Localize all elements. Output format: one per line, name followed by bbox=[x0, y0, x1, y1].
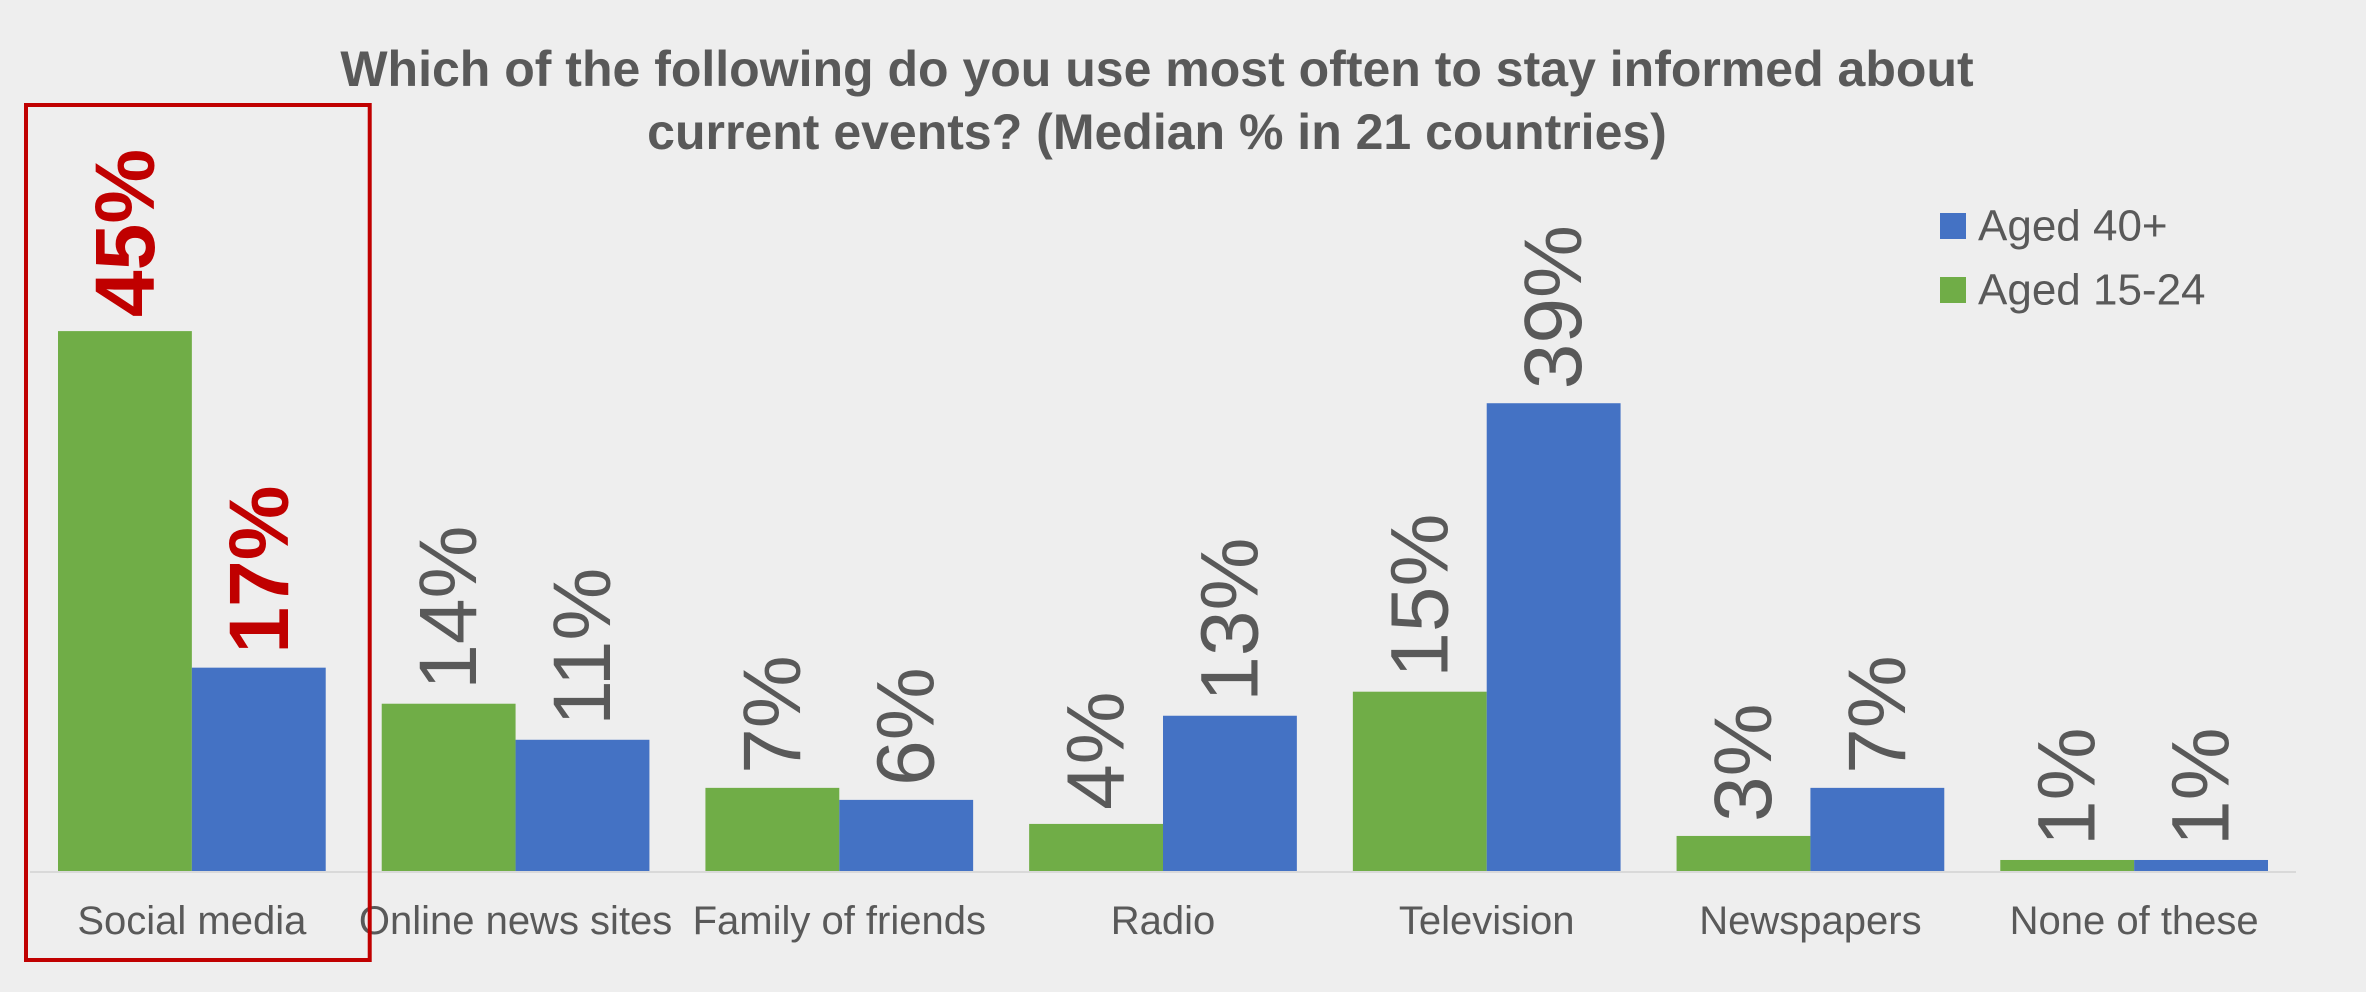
data-label-online-news-sites-aged-15-24: 14% bbox=[403, 526, 494, 690]
data-label-social-media-aged-15-24: 45% bbox=[78, 149, 172, 317]
bar-family-of-friends-aged-15-24 bbox=[705, 787, 840, 872]
data-label-family-of-friends-aged-15-24: 7% bbox=[727, 655, 818, 774]
legend-label-aged-40-: Aged 40+ bbox=[1978, 202, 2168, 251]
x-axis: Social media Online news sites Family of f… bbox=[30, 871, 2296, 943]
data-label-online-news-sites-aged-40-: 11% bbox=[537, 568, 628, 726]
highlight-box bbox=[24, 103, 372, 962]
chart-title-line-1: Which of the following do you use most o… bbox=[340, 41, 1974, 97]
data-label-none-of-these-aged-15-24: 1% bbox=[2022, 727, 2113, 846]
legend: Aged 40+ Aged 15-24 bbox=[1940, 202, 2206, 315]
bar-social-media-aged-40- bbox=[191, 667, 326, 872]
data-labels-group: 45% 17% 14% 11% 7% 6% 4% 13% 15% 39% 3% 7% 1% 1% bbox=[78, 149, 2247, 846]
data-label-newspapers-aged-15-24: 3% bbox=[1698, 703, 1789, 822]
data-label-none-of-these-aged-40-: 1% bbox=[2156, 727, 2247, 846]
bar-online-news-sites-aged-40- bbox=[515, 739, 650, 872]
bar-online-news-sites-aged-15-24 bbox=[381, 703, 516, 872]
legend-swatch-aged-40- bbox=[1940, 213, 1966, 239]
x-tick-label-online-news-sites: Online news sites bbox=[359, 899, 672, 943]
bar-newspapers-aged-40- bbox=[1810, 787, 1945, 872]
data-label-television-aged-40-: 39% bbox=[1508, 225, 1599, 389]
x-tick-label-social-media: Social media bbox=[77, 899, 307, 943]
bar-none-of-these-aged-15-24 bbox=[2000, 859, 2135, 872]
highlight-group bbox=[24, 103, 372, 962]
data-label-radio-aged-15-24: 4% bbox=[1051, 691, 1142, 810]
chart-title-line-2: current events? (Median % in 21 countrie… bbox=[647, 104, 1667, 160]
data-label-newspapers-aged-40-: 7% bbox=[1832, 655, 1923, 774]
x-tick-label-family-of-friends: Family of friends bbox=[693, 899, 986, 943]
data-label-family-of-friends-aged-40-: 6% bbox=[861, 667, 952, 786]
x-tick-label-newspapers: Newspapers bbox=[1699, 899, 1921, 943]
bar-radio-aged-15-24 bbox=[1029, 823, 1163, 872]
data-label-radio-aged-40-: 13% bbox=[1184, 538, 1275, 702]
bar-television-aged-40- bbox=[1486, 403, 1621, 872]
x-tick-label-radio: Radio bbox=[1111, 899, 1216, 943]
bar-newspapers-aged-15-24 bbox=[1676, 835, 1811, 872]
bar-none-of-these-aged-40- bbox=[2134, 859, 2268, 872]
x-tick-label-television: Television bbox=[1399, 899, 1575, 943]
bar-social-media-aged-15-24 bbox=[58, 331, 192, 873]
legend-swatch-aged-15-24 bbox=[1940, 277, 1966, 303]
data-label-social-media-aged-40-: 17% bbox=[212, 486, 306, 654]
x-tick-label-none-of-these: None of these bbox=[2010, 899, 2259, 943]
bar-television-aged-15-24 bbox=[1352, 691, 1487, 872]
bars-group bbox=[58, 331, 2268, 873]
data-label-television-aged-15-24: 15% bbox=[1374, 514, 1465, 678]
bar-radio-aged-40- bbox=[1163, 715, 1297, 872]
legend-label-aged-15-24: Aged 15-24 bbox=[1978, 266, 2206, 315]
bar-family-of-friends-aged-40- bbox=[839, 799, 974, 872]
